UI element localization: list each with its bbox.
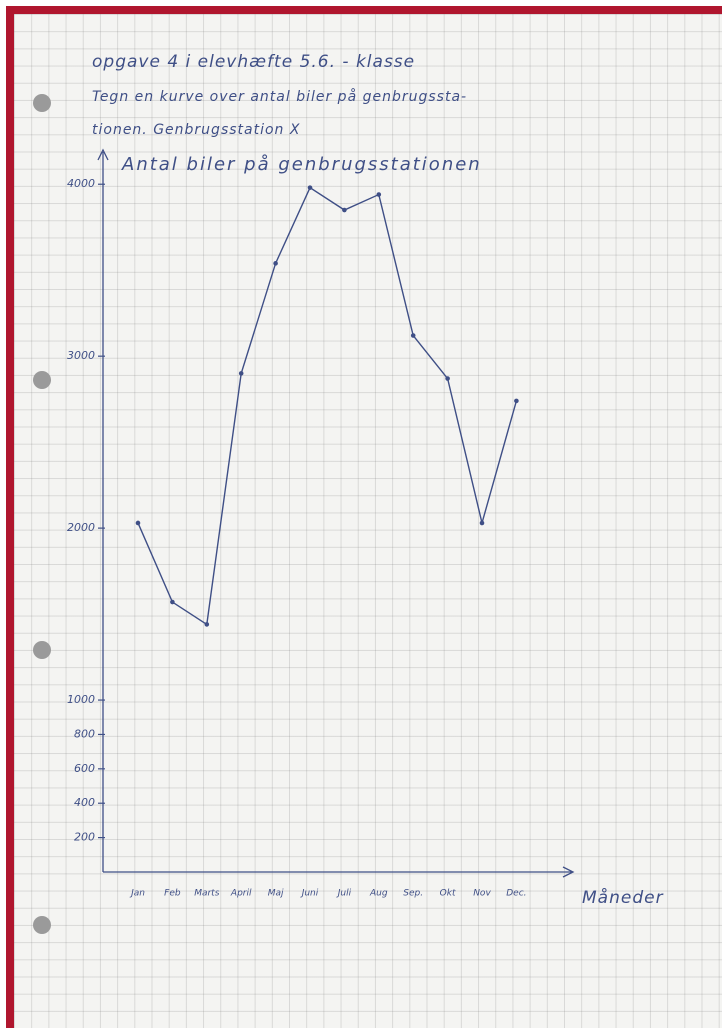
- x-tick-label: April: [230, 889, 252, 899]
- x-tick-label: Okt: [440, 889, 456, 899]
- y-tick-label: 800: [74, 727, 95, 740]
- y-tick-label: 4000: [67, 177, 95, 190]
- y-tick-label: 200: [74, 831, 95, 844]
- data-point: [514, 398, 519, 404]
- x-tick-label: Marts: [194, 889, 220, 899]
- y-tick-label: 1000: [67, 693, 95, 706]
- data-point: [376, 192, 382, 197]
- data-point: [479, 520, 485, 526]
- data-point: [273, 261, 278, 266]
- x-tick-label: Maj: [268, 889, 284, 899]
- punch-hole: [33, 916, 51, 934]
- x-axis-label: Måneder: [582, 887, 664, 908]
- red-border: [6, 6, 14, 1028]
- x-tick-label: Juni: [300, 889, 319, 899]
- data-line: [137, 186, 518, 626]
- data-point: [342, 207, 347, 213]
- header-line: tionen. Genbrugsstation X: [92, 122, 300, 138]
- data-point: [445, 376, 450, 381]
- x-tick-label: Feb: [164, 889, 181, 899]
- y-tick-label: 2000: [67, 521, 95, 534]
- x-tick-label: Jan: [129, 889, 145, 899]
- x-tick-label: Aug: [369, 889, 388, 899]
- data-point: [170, 599, 175, 605]
- graph-paper: [14, 14, 722, 1028]
- chart-title: Antal biler på genbrugsstationen: [121, 154, 482, 175]
- red-border: [6, 6, 722, 14]
- data-point: [204, 622, 210, 627]
- data-point: [238, 371, 244, 376]
- axis-arrow: [562, 866, 575, 878]
- punch-hole: [33, 641, 51, 659]
- data-point: [307, 185, 313, 190]
- x-tick-label: Sep.: [403, 889, 423, 899]
- header-line: Tegn en kurve over antal biler på genbru…: [92, 88, 467, 105]
- axis-arrow: [97, 148, 109, 161]
- x-tick-label: Nov: [473, 889, 491, 899]
- data-point: [410, 333, 416, 338]
- y-tick-label: 400: [74, 796, 95, 809]
- x-tick-label: Juli: [336, 889, 352, 899]
- punch-hole: [33, 94, 51, 112]
- data-point: [135, 520, 141, 526]
- y-tick-label: 3000: [67, 349, 95, 362]
- x-tick-label: Dec.: [506, 889, 526, 899]
- y-tick-label: 600: [74, 762, 95, 775]
- punch-hole: [33, 371, 51, 389]
- header-line: opgave 4 i elevhæfte 5.6. - klasse: [92, 52, 415, 72]
